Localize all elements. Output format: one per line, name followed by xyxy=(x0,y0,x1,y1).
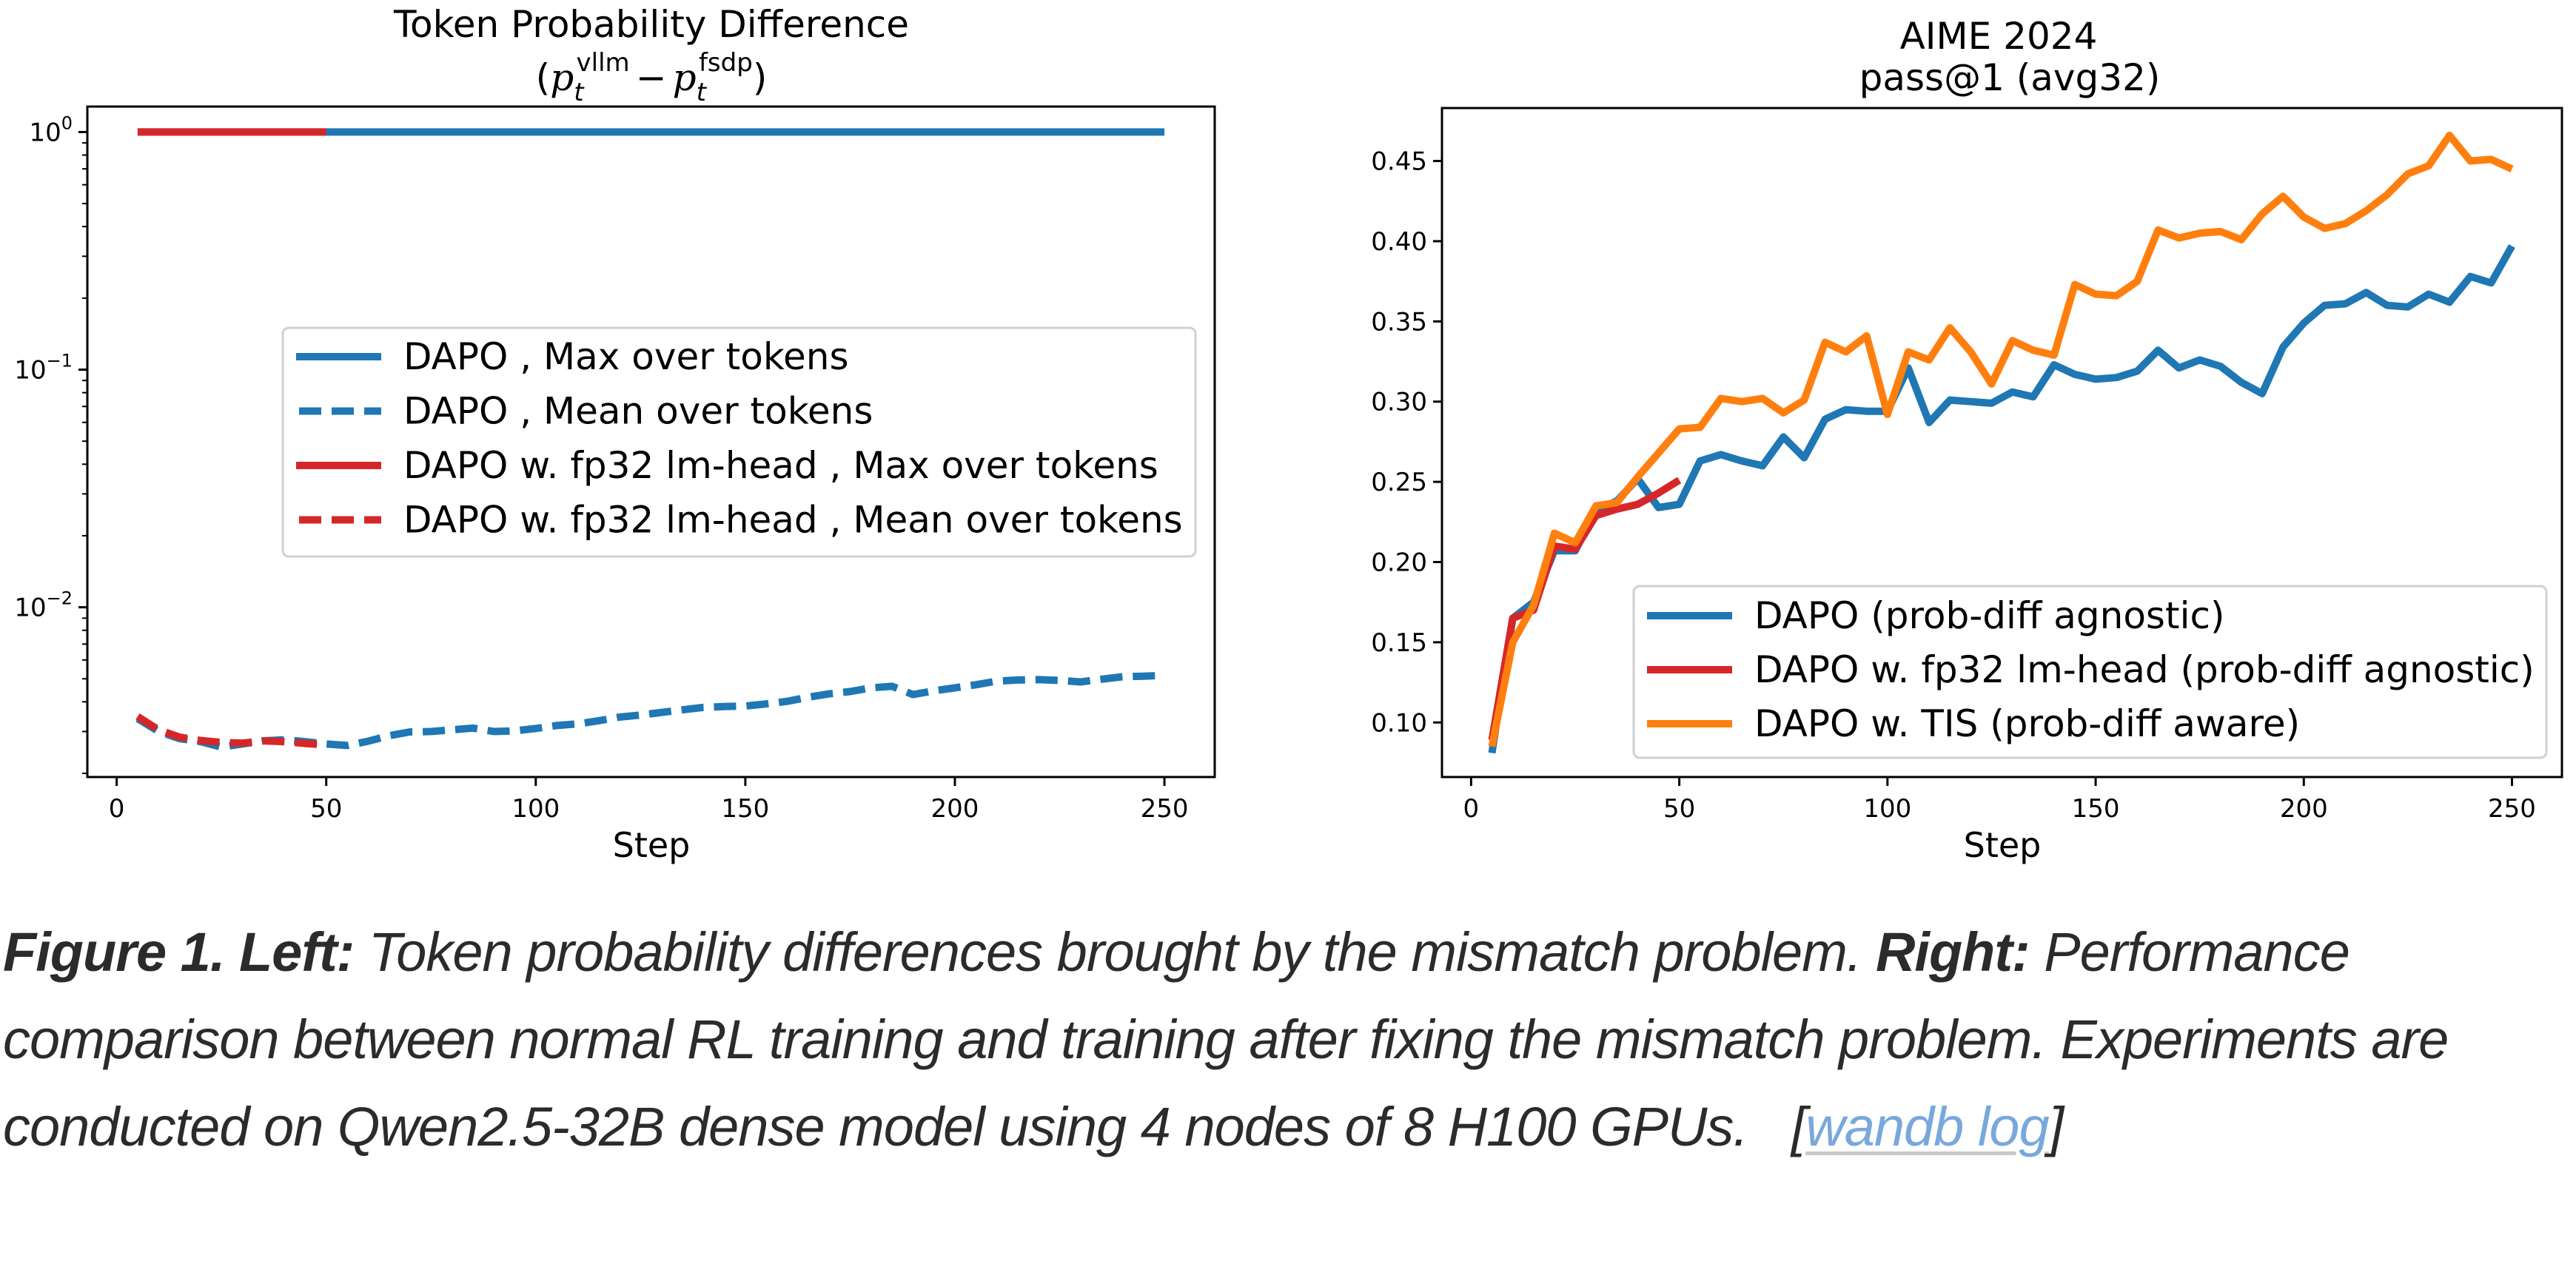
right-x-tick-label: 150 xyxy=(2072,794,2120,824)
right-plot-area xyxy=(1488,131,2515,754)
right-x-tick-label: 0 xyxy=(1463,794,1480,824)
caption-right-text: Performance comparison between normal RL… xyxy=(3,921,2449,1157)
left-legend-label: DAPO w. fp32 lm-head , Max over tokens xyxy=(403,444,1158,487)
right-y-tick-label: 0.15 xyxy=(1371,628,1427,658)
right-axes-frame xyxy=(1440,107,2563,779)
left-legend: DAPO , Max over tokens DAPO , Mean over t… xyxy=(281,326,1197,558)
right-x-axis-label: Step xyxy=(1964,825,2042,865)
left-x-tick-label: 150 xyxy=(721,794,769,824)
right-chart-title: AIME 2024 xyxy=(1900,15,2098,58)
right-y-ticks: 0.10 0.15 0.20 0.25 0.30 0.35 0.40 0.45 xyxy=(1371,147,1442,738)
left-y-ticks: 100 10−1 10−2 xyxy=(14,112,87,775)
left-legend-label: DAPO w. fp32 lm-head , Mean over tokens xyxy=(403,499,1183,542)
left-chart-token-prob-diff: Token Probability Difference (ptvllm − ptf… xyxy=(14,3,1216,865)
left-series-dapo-w-fp32-lm-head-mean-over-tokens xyxy=(135,713,326,749)
left-x-tick-label: 200 xyxy=(931,794,979,824)
caption-left-text: Token probability differences brought by… xyxy=(368,921,1862,983)
right-x-tick-label: 200 xyxy=(2280,794,2328,824)
left-series-dapo-mean-over-tokens xyxy=(135,671,1165,751)
right-y-tick-label: 0.30 xyxy=(1371,388,1427,417)
right-series-dapo-prob-diff-agnostic xyxy=(1488,243,2515,754)
caption-right-label: Right: xyxy=(1875,921,2030,983)
left-x-axis-label: Step xyxy=(613,825,691,865)
left-chart-subtitle-formula: (ptvllm − ptfsdp) xyxy=(536,48,768,107)
right-x-tick-label: 250 xyxy=(2488,794,2536,824)
right-x-tick-label: 100 xyxy=(1863,794,1911,824)
right-x-tick-label: 50 xyxy=(1663,794,1695,824)
left-y-tick-label: 10−1 xyxy=(14,351,73,386)
caption-link-open-bracket: [ xyxy=(1791,1096,1807,1157)
right-y-tick-label: 0.10 xyxy=(1371,708,1427,738)
left-x-tick-label: 50 xyxy=(310,794,342,824)
left-y-tick-label: 10−2 xyxy=(14,588,73,623)
left-x-ticks: 0 50 100 150 200 250 xyxy=(109,777,1189,824)
left-legend-box xyxy=(281,326,1197,558)
right-x-ticks: 0 50 100 150 200 250 xyxy=(1463,777,2536,824)
right-y-tick-label: 0.40 xyxy=(1371,227,1427,257)
left-legend-label: DAPO , Max over tokens xyxy=(403,335,849,378)
left-x-tick-label: 250 xyxy=(1141,794,1189,824)
right-legend-label: DAPO w. TIS (prob-diff aware) xyxy=(1754,702,2300,745)
right-legend: DAPO (prob-diff agnostic) DAPO w. fp32 lm… xyxy=(1632,585,2548,759)
left-x-tick-label: 100 xyxy=(511,794,560,824)
figure-caption: Figure 1. Left: Token probability differ… xyxy=(3,909,2564,1171)
left-chart-title: Token Probability Difference xyxy=(393,3,909,46)
right-legend-box xyxy=(1632,585,2548,759)
right-y-tick-label: 0.25 xyxy=(1371,468,1427,497)
right-y-tick-label: 0.45 xyxy=(1371,147,1427,177)
left-y-tick-label: 100 xyxy=(29,112,73,147)
right-chart-aime-2024: AIME 2024 pass@1 (avg32) 0 50 100 150 200 250… xyxy=(1371,15,2563,865)
left-x-tick-label: 0 xyxy=(109,794,125,824)
right-legend-label: DAPO w. fp32 lm-head (prob-diff agnostic… xyxy=(1754,648,2535,691)
right-chart-subtitle: pass@1 (avg32) xyxy=(1859,56,2161,99)
right-y-tick-label: 0.35 xyxy=(1371,307,1427,337)
caption-figure-label: Figure 1. xyxy=(3,921,225,983)
left-plot-area xyxy=(135,128,1165,751)
right-y-tick-label: 0.20 xyxy=(1371,548,1427,578)
figure: Token Probability Difference (ptvllm − ptf… xyxy=(14,3,2563,865)
caption-link-close-bracket: ] xyxy=(2048,1096,2065,1157)
right-series-dapo-w-fp32-lm-head-prob-diff-agnostic xyxy=(1488,477,1682,741)
right-legend-label: DAPO (prob-diff agnostic) xyxy=(1754,594,2224,637)
figure-svg: Token Probability Difference (ptvllm − ptf… xyxy=(14,3,2563,865)
caption-left-label: Left: xyxy=(238,921,355,983)
wandb-log-link[interactable]: wandb log xyxy=(1805,1096,2049,1157)
right-series-dapo-w-tis-prob-diff-aware xyxy=(1488,131,2514,747)
left-legend-label: DAPO , Mean over tokens xyxy=(403,390,873,433)
